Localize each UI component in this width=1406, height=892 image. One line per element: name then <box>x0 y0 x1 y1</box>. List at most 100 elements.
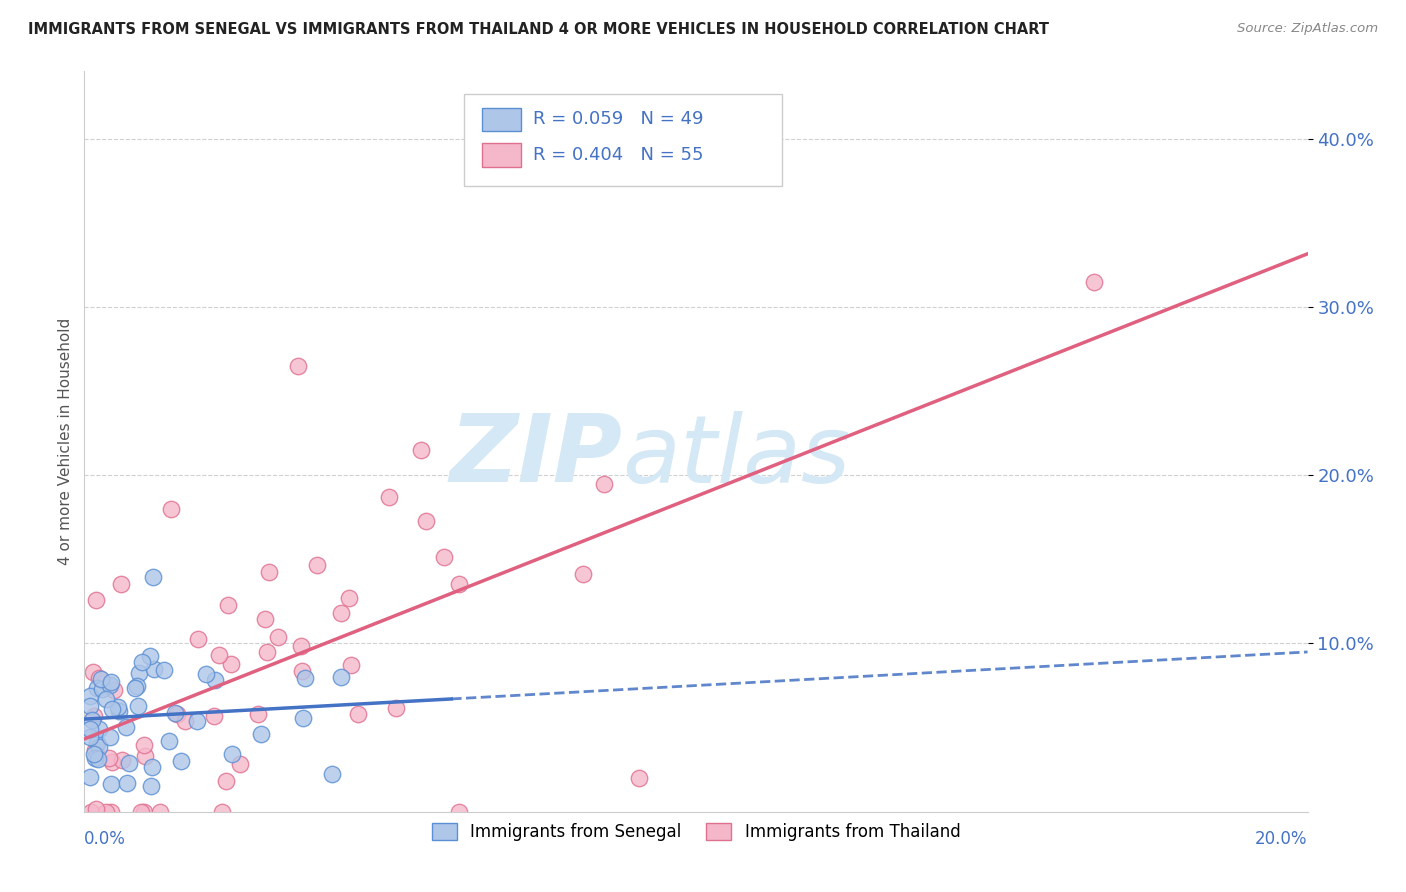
Point <box>127 699 149 714</box>
Point <box>98 678 121 692</box>
Point <box>174 714 197 728</box>
Point <box>409 442 432 457</box>
Point <box>111 753 134 767</box>
Point <box>79 731 101 745</box>
Point <box>84 751 107 765</box>
Point <box>134 805 156 819</box>
Point <box>127 679 149 693</box>
Point <box>98 731 121 745</box>
Point <box>202 708 225 723</box>
Point <box>217 599 239 613</box>
Point <box>249 727 271 741</box>
Point <box>110 577 132 591</box>
FancyBboxPatch shape <box>482 144 522 167</box>
Point <box>346 707 368 722</box>
Point <box>115 720 138 734</box>
Point <box>157 734 180 748</box>
Point <box>139 649 162 664</box>
Point <box>321 767 343 781</box>
Point <box>79 699 101 714</box>
Point <box>87 671 110 685</box>
Point <box>80 713 103 727</box>
Point <box>627 771 650 785</box>
Point <box>194 667 217 681</box>
Point <box>118 756 141 771</box>
Point <box>415 514 437 528</box>
Point <box>247 706 270 721</box>
Point <box>86 801 108 815</box>
Point <box>79 723 101 737</box>
Text: R = 0.404   N = 55: R = 0.404 N = 55 <box>533 146 704 164</box>
Point <box>572 566 595 581</box>
Point <box>291 711 314 725</box>
Point <box>257 566 280 580</box>
Point <box>449 577 471 591</box>
Point <box>159 502 181 516</box>
Point <box>96 692 118 706</box>
Point <box>254 612 277 626</box>
Point <box>593 476 616 491</box>
Point <box>204 673 226 687</box>
Point <box>208 648 231 663</box>
Point <box>82 665 104 679</box>
Point <box>229 756 252 771</box>
Point <box>87 752 110 766</box>
Point <box>80 805 103 819</box>
Point <box>100 776 122 790</box>
Point <box>447 805 470 819</box>
Point <box>142 570 165 584</box>
Point <box>330 606 353 620</box>
Point <box>166 707 188 722</box>
Point <box>153 663 176 677</box>
Point <box>256 645 278 659</box>
Point <box>107 700 129 714</box>
Point <box>290 639 312 653</box>
Point <box>267 630 290 644</box>
Point <box>337 591 360 605</box>
Y-axis label: 4 or more Vehicles in Household: 4 or more Vehicles in Household <box>58 318 73 566</box>
Text: IMMIGRANTS FROM SENEGAL VS IMMIGRANTS FROM THAILAND 4 OR MORE VEHICLES IN HOUSEH: IMMIGRANTS FROM SENEGAL VS IMMIGRANTS FR… <box>28 22 1049 37</box>
Point <box>307 558 329 572</box>
Point <box>219 657 242 671</box>
Text: atlas: atlas <box>623 411 851 502</box>
Text: 20.0%: 20.0% <box>1256 830 1308 848</box>
Point <box>211 805 233 819</box>
FancyBboxPatch shape <box>464 94 782 186</box>
Point <box>79 689 101 703</box>
Point <box>170 754 193 768</box>
Text: Source: ZipAtlas.com: Source: ZipAtlas.com <box>1237 22 1378 36</box>
Point <box>385 701 408 715</box>
Point <box>103 683 125 698</box>
Point <box>86 593 108 607</box>
Point <box>87 722 110 736</box>
Point <box>100 675 122 690</box>
Point <box>131 655 153 669</box>
Legend: Immigrants from Senegal, Immigrants from Thailand: Immigrants from Senegal, Immigrants from… <box>425 816 967 847</box>
Point <box>378 490 401 504</box>
Point <box>90 681 112 696</box>
Point <box>186 632 208 646</box>
Point <box>149 805 172 819</box>
Point <box>186 714 208 728</box>
Point <box>89 739 111 754</box>
Point <box>339 657 361 672</box>
Point <box>100 702 122 716</box>
Point <box>83 747 105 761</box>
Point <box>94 805 117 819</box>
Point <box>141 779 163 793</box>
Point <box>433 549 456 564</box>
Point <box>100 805 122 819</box>
Point <box>1083 275 1105 289</box>
Point <box>163 706 186 720</box>
Point <box>221 747 243 761</box>
Point <box>107 704 129 718</box>
Point <box>86 681 108 695</box>
Point <box>134 748 156 763</box>
Point <box>128 666 150 681</box>
Point <box>83 708 105 723</box>
Point <box>287 359 309 373</box>
Point <box>142 662 165 676</box>
Point <box>101 756 124 770</box>
Point <box>291 665 314 679</box>
Text: R = 0.059   N = 49: R = 0.059 N = 49 <box>533 111 704 128</box>
